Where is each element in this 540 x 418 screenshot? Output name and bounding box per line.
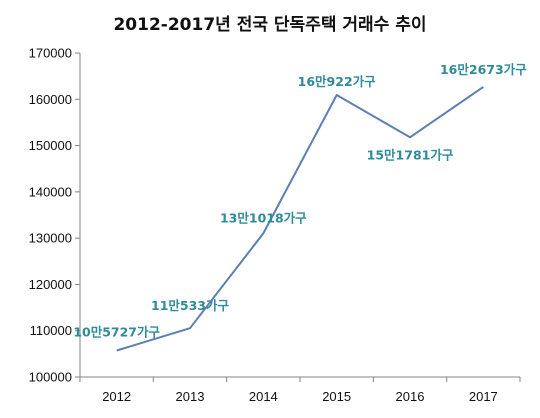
data-label: 16만2673가구: [440, 62, 527, 77]
data-label: 15만1781가구: [367, 147, 454, 162]
y-tick-label: 140000: [29, 184, 72, 199]
data-label: 10만5727가구: [73, 324, 160, 339]
series: [116, 86, 484, 352]
y-tick-label: 160000: [29, 92, 72, 107]
x-tick-label: 2013: [176, 389, 205, 404]
chart-title: 2012-2017년 전국 단독주택 거래수 추이: [113, 15, 427, 35]
y-tick-label: 150000: [29, 138, 72, 153]
y-tick-label: 170000: [29, 46, 72, 61]
x-tick-label: 2014: [249, 389, 278, 404]
series-line: [116, 86, 484, 352]
y-tick-label: 130000: [29, 231, 72, 246]
y-tick-label: 110000: [30, 323, 72, 338]
data-label: 13만1018가구: [220, 210, 307, 225]
x-tick-label: 2017: [469, 389, 498, 404]
data-label: 16만922가구: [298, 74, 376, 89]
x-tick-label: 2015: [322, 389, 351, 404]
x-tick-label: 2012: [102, 389, 131, 404]
y-axis-ticks: 100000 110000 120000 130000 140000 150000 1600…: [29, 46, 80, 385]
x-axis-ticks: 2012 2013 2014 2015 2016 2017: [79, 377, 521, 404]
data-label: 11만533가구: [151, 298, 229, 313]
y-tick-label: 100000: [29, 370, 72, 385]
y-tick-label: 120000: [29, 277, 72, 292]
x-tick-label: 2016: [396, 389, 425, 404]
data-labels: 10만5727가구 11만533가구 13만1018가구 16만922가구 15만178…: [73, 62, 527, 340]
